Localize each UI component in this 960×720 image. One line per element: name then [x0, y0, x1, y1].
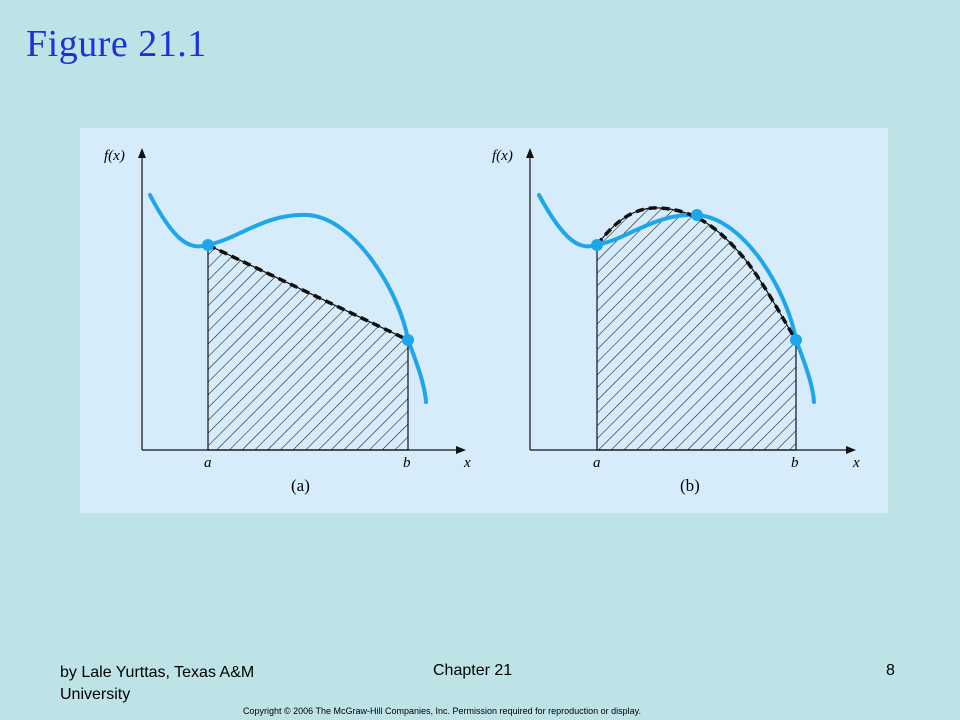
xlabel-b: x [852, 455, 860, 471]
slide-title: Figure 21.1 [26, 23, 207, 65]
point-fa-b [591, 239, 603, 251]
xlabel-a: x [463, 455, 471, 471]
limit-b-label: b [403, 455, 411, 471]
footer-author: by Lale Yurttas, Texas A&M University [60, 664, 255, 703]
trapezoid-area-a [207, 244, 409, 451]
page-number: 8 [886, 662, 895, 679]
y-axis-arrow-b [526, 148, 534, 158]
ylabel-b: f(x) [492, 148, 513, 164]
panel-a: f(x) a b x (a) [104, 148, 471, 495]
footer-chapter: Chapter 21 [433, 662, 513, 679]
limit-b-label-b: b [791, 455, 799, 471]
ylabel-a: f(x) [104, 148, 125, 164]
copyright-notice: Copyright © 2006 The McGraw-Hill Compani… [243, 706, 641, 716]
function-curve-a [148, 193, 428, 404]
point-fa [202, 239, 214, 251]
caption-b: (b) [680, 476, 700, 495]
linear-approximation-a [207, 243, 409, 342]
trapezoid-rule-figure: f(x) a b x (a) f(x) a b x [104, 148, 860, 495]
limit-a-label-b: a [593, 455, 601, 471]
x-axis-arrow-a [456, 446, 466, 454]
caption-a: (a) [291, 476, 310, 495]
point-fb [402, 334, 414, 346]
x-axis-arrow-b [846, 446, 856, 454]
point-fmid-b [691, 209, 703, 221]
figure-21-1: f(x) a b x (a) f(x) a b x [80, 128, 888, 513]
panel-b: f(x) a b x (b) [492, 148, 860, 495]
limit-a-label: a [204, 455, 212, 471]
point-fb-b [790, 334, 802, 346]
parabola-area-b [596, 207, 797, 451]
y-axis-arrow-a [138, 148, 146, 158]
